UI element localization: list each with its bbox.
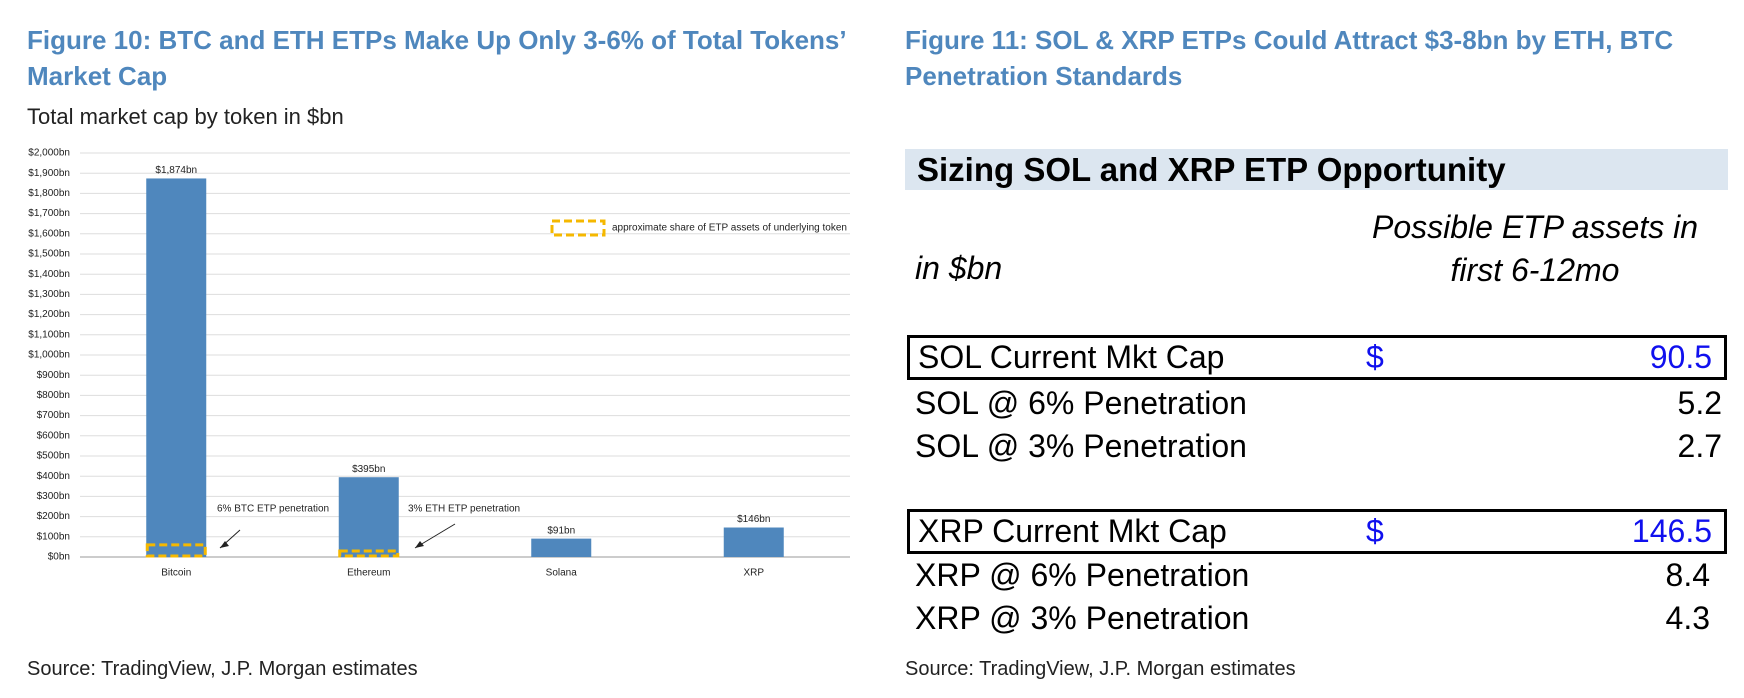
cell-value: 146.5 — [1631, 513, 1712, 549]
arrow-head — [220, 541, 229, 548]
y-tick-label: $600bn — [37, 430, 70, 441]
arrow-head — [415, 541, 424, 548]
y-tick-label: $0bn — [48, 552, 70, 563]
annotation: 6% BTC ETP penetration — [217, 504, 329, 515]
y-tick-label: $900bn — [37, 370, 70, 381]
row-label: XRP @ 6% Penetration — [915, 557, 1250, 593]
y-tick-label: $1,400bn — [28, 269, 70, 280]
table-row: XRP @ 6% Penetration 8.4 — [907, 553, 1727, 598]
cell-value: 5.2 — [1677, 385, 1722, 421]
table-row: SOL @ 6% Penetration 5.2 — [907, 381, 1727, 426]
legend-label: approximate share of ETP assets of under… — [612, 223, 847, 234]
y-tick-label: $300bn — [37, 491, 70, 502]
cell-value: 2.7 — [1677, 428, 1722, 464]
x-tick-label: Ethereum — [347, 568, 390, 579]
y-tick-label: $700bn — [37, 410, 70, 421]
y-tick-label: $1,300bn — [28, 289, 70, 300]
y-tick-label: $500bn — [37, 451, 70, 462]
y-tick-label: $1,700bn — [28, 208, 70, 219]
column-header: Possible ETP assets in first 6-12mo — [1371, 209, 1699, 288]
figure-title: Figure 10: BTC and ETH ETPs Make Up Only… — [27, 25, 846, 91]
y-tick-label: $1,100bn — [28, 329, 70, 340]
bar — [146, 178, 207, 557]
row-label: XRP Current Mkt Cap — [918, 513, 1227, 549]
row-label: XRP @ 3% Penetration — [915, 600, 1250, 636]
legend-swatch — [550, 219, 606, 237]
y-tick-label: $100bn — [37, 531, 70, 542]
cell-value: 4.3 — [1665, 600, 1710, 636]
annotation: 3% ETH ETP penetration — [408, 504, 520, 515]
y-tick-label: $1,500bn — [28, 249, 70, 260]
y-tick-label: $400bn — [37, 471, 70, 482]
table-title: Sizing SOL and XRP ETP Opportunity — [905, 149, 1728, 190]
data-label: $146bn — [737, 514, 770, 525]
row-label: SOL @ 3% Penetration — [915, 428, 1247, 464]
y-tick-label: $1,800bn — [28, 188, 70, 199]
y-tick-label: $1,000bn — [28, 350, 70, 361]
bar — [723, 527, 784, 557]
table-row: SOL @ 3% Penetration 2.7 — [907, 424, 1727, 469]
y-tick-label: $800bn — [37, 390, 70, 401]
figure-title: Figure 11: SOL & XRP ETPs Could Attract … — [905, 25, 1674, 91]
chart: Total market cap by token in $bn $0bn $10… — [27, 104, 850, 579]
y-tick-label: $1,200bn — [28, 309, 70, 320]
data-label: $395bn — [352, 464, 385, 475]
y-tick-label: $2,000bn — [28, 148, 70, 159]
table-row: XRP Current Mkt Cap $146.5 — [907, 509, 1727, 554]
currency: $ — [1366, 513, 1384, 549]
data-label: $91bn — [547, 525, 575, 536]
currency: $ — [1366, 339, 1384, 375]
cell-value: 90.5 — [1649, 339, 1712, 375]
y-tick-label: $1,900bn — [28, 168, 70, 179]
unit-label: in $bn — [915, 250, 1003, 286]
x-tick-label: Bitcoin — [161, 568, 191, 579]
source: Source: TradingView, J.P. Morgan estimat… — [905, 658, 1296, 680]
x-tick-label: Solana — [546, 568, 578, 579]
etp-share-box — [338, 549, 400, 558]
x-tick-label: XRP — [743, 568, 764, 579]
table-row: XRP @ 3% Penetration 4.3 — [907, 596, 1727, 641]
y-tick-label: $1,600bn — [28, 228, 70, 239]
row-label: SOL Current Mkt Cap — [918, 339, 1225, 375]
chart-title: Total market cap by token in $bn — [27, 104, 344, 129]
etp-share-box — [145, 543, 207, 558]
bar — [531, 538, 592, 557]
row-label: SOL @ 6% Penetration — [915, 385, 1247, 421]
y-tick-label: $200bn — [37, 511, 70, 522]
table-row: SOL Current Mkt Cap $90.5 — [907, 335, 1727, 380]
cell-value: 8.4 — [1665, 557, 1710, 593]
data-label: $1,874bn — [155, 165, 197, 176]
bar — [338, 477, 399, 557]
source: Source: TradingView, J.P. Morgan estimat… — [27, 658, 418, 680]
